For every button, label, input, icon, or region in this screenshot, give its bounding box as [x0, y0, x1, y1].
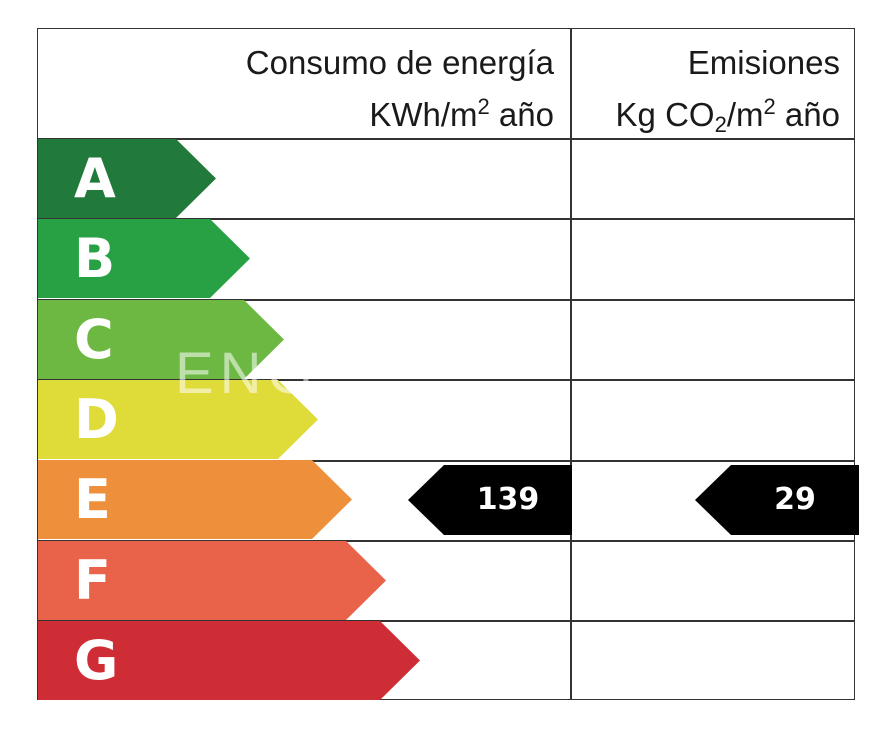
- row-divider: [38, 218, 854, 220]
- rating-letter: B: [74, 227, 116, 291]
- emisiones-unit: Kg CO2/m2 año: [615, 94, 840, 137]
- row-divider: [38, 540, 854, 542]
- rating-letter: C: [74, 307, 114, 371]
- rating-letter: D: [74, 387, 119, 451]
- row-divider: [38, 379, 854, 381]
- row-divider: [38, 620, 854, 622]
- rating-arrow-e: E: [38, 460, 352, 540]
- row-divider: [38, 299, 854, 301]
- rating-letter: F: [74, 548, 111, 612]
- row-divider: [38, 138, 854, 140]
- rating-letter: A: [74, 147, 116, 210]
- rating-arrow-a: A: [38, 139, 216, 218]
- rating-arrow-d: D: [38, 379, 318, 459]
- rating-arrow-c: C: [38, 299, 284, 379]
- consumo-value: 139: [476, 482, 540, 517]
- rating-letter: E: [74, 468, 111, 532]
- rating-arrow-b: B: [38, 219, 250, 299]
- rating-letter: G: [74, 628, 119, 692]
- consumo-header: Consumo de energía KWh/m2 año: [38, 29, 570, 139]
- rating-arrow-g: G: [38, 620, 420, 700]
- emisiones-title: Emisiones: [687, 44, 840, 81]
- column-divider: [570, 29, 572, 699]
- rating-arrow-f: F: [38, 540, 386, 620]
- consumo-title: Consumo de energía: [245, 44, 554, 81]
- emisiones-value: 29: [774, 482, 816, 517]
- consumo-unit: KWh/m2 año: [369, 94, 554, 133]
- energy-rating-table: Consumo de energía KWh/m2 año Emisiones …: [37, 28, 859, 700]
- emisiones-header: Emisiones Kg CO2/m2 año: [572, 29, 854, 139]
- row-divider: [38, 460, 854, 462]
